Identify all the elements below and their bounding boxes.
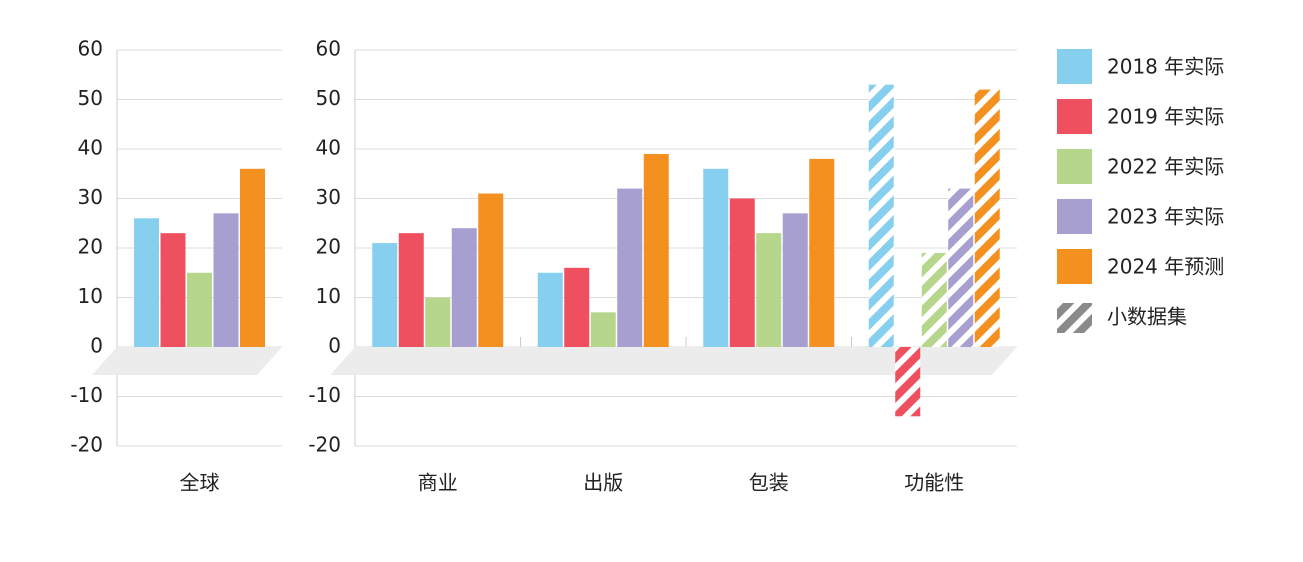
- y-tick-label: 40: [78, 136, 103, 160]
- bar: [729, 198, 755, 347]
- y-tick-label: 20: [316, 235, 341, 259]
- legend-label: 2019 年实际: [1107, 105, 1224, 129]
- floor: [330, 347, 1017, 375]
- y-tick-label: 60: [316, 37, 341, 61]
- bar: [948, 188, 974, 347]
- y-tick-label: -20: [70, 433, 103, 457]
- bar: [921, 252, 947, 347]
- x-tick-label: 包装: [749, 471, 789, 495]
- y-tick-label: 10: [78, 284, 103, 308]
- bar: [809, 158, 835, 347]
- y-tick-label: 10: [316, 284, 341, 308]
- bar: [398, 233, 424, 347]
- y-tick-label: 0: [90, 334, 103, 358]
- legend-label: 2024 年预测: [1107, 255, 1224, 279]
- bar: [451, 228, 477, 347]
- legend-label: 2022 年实际: [1107, 155, 1224, 179]
- legend-label: 2018 年实际: [1107, 55, 1224, 79]
- y-tick-label: 50: [316, 86, 341, 110]
- x-tick-label: 功能性: [904, 471, 964, 495]
- y-tick-label: 50: [78, 86, 103, 110]
- bar: [895, 347, 921, 417]
- legend-swatch: [1057, 49, 1092, 84]
- bar: [478, 193, 504, 347]
- y-tick-label: 30: [78, 185, 103, 209]
- legend-label: 2023 年实际: [1107, 205, 1224, 229]
- legend-swatch: [1057, 303, 1092, 333]
- bar: [782, 213, 808, 347]
- x-tick-label: 出版: [583, 471, 623, 495]
- y-tick-label: 20: [78, 235, 103, 259]
- bar: [372, 243, 398, 347]
- bar: [240, 168, 265, 347]
- bar: [564, 267, 590, 347]
- bar: [187, 272, 212, 347]
- bar: [590, 312, 616, 347]
- legend-label: 小数据集: [1107, 305, 1187, 329]
- y-tick-label: -20: [308, 433, 341, 457]
- legend-swatch: [1057, 149, 1092, 184]
- y-tick-label: -10: [308, 383, 341, 407]
- legend-swatch: [1057, 249, 1092, 284]
- bar: [643, 153, 669, 347]
- bar: [134, 218, 159, 347]
- x-tick-label: 全球: [180, 471, 220, 495]
- bar: [425, 297, 451, 347]
- bar: [213, 213, 239, 347]
- y-tick-label: 40: [316, 136, 341, 160]
- bar: [160, 233, 186, 347]
- bar: [974, 89, 1000, 347]
- bar: [537, 272, 563, 347]
- y-tick-label: -10: [70, 383, 103, 407]
- bar: [756, 233, 782, 347]
- legend-swatch: [1057, 99, 1092, 134]
- floor: [92, 347, 282, 375]
- y-tick-label: 0: [328, 334, 341, 358]
- legend-swatch: [1057, 199, 1092, 234]
- y-tick-label: 30: [316, 185, 341, 209]
- bar: [703, 168, 729, 347]
- bar: [617, 188, 643, 347]
- bar: [868, 84, 894, 348]
- y-tick-label: 60: [78, 37, 103, 61]
- x-tick-label: 商业: [418, 471, 458, 495]
